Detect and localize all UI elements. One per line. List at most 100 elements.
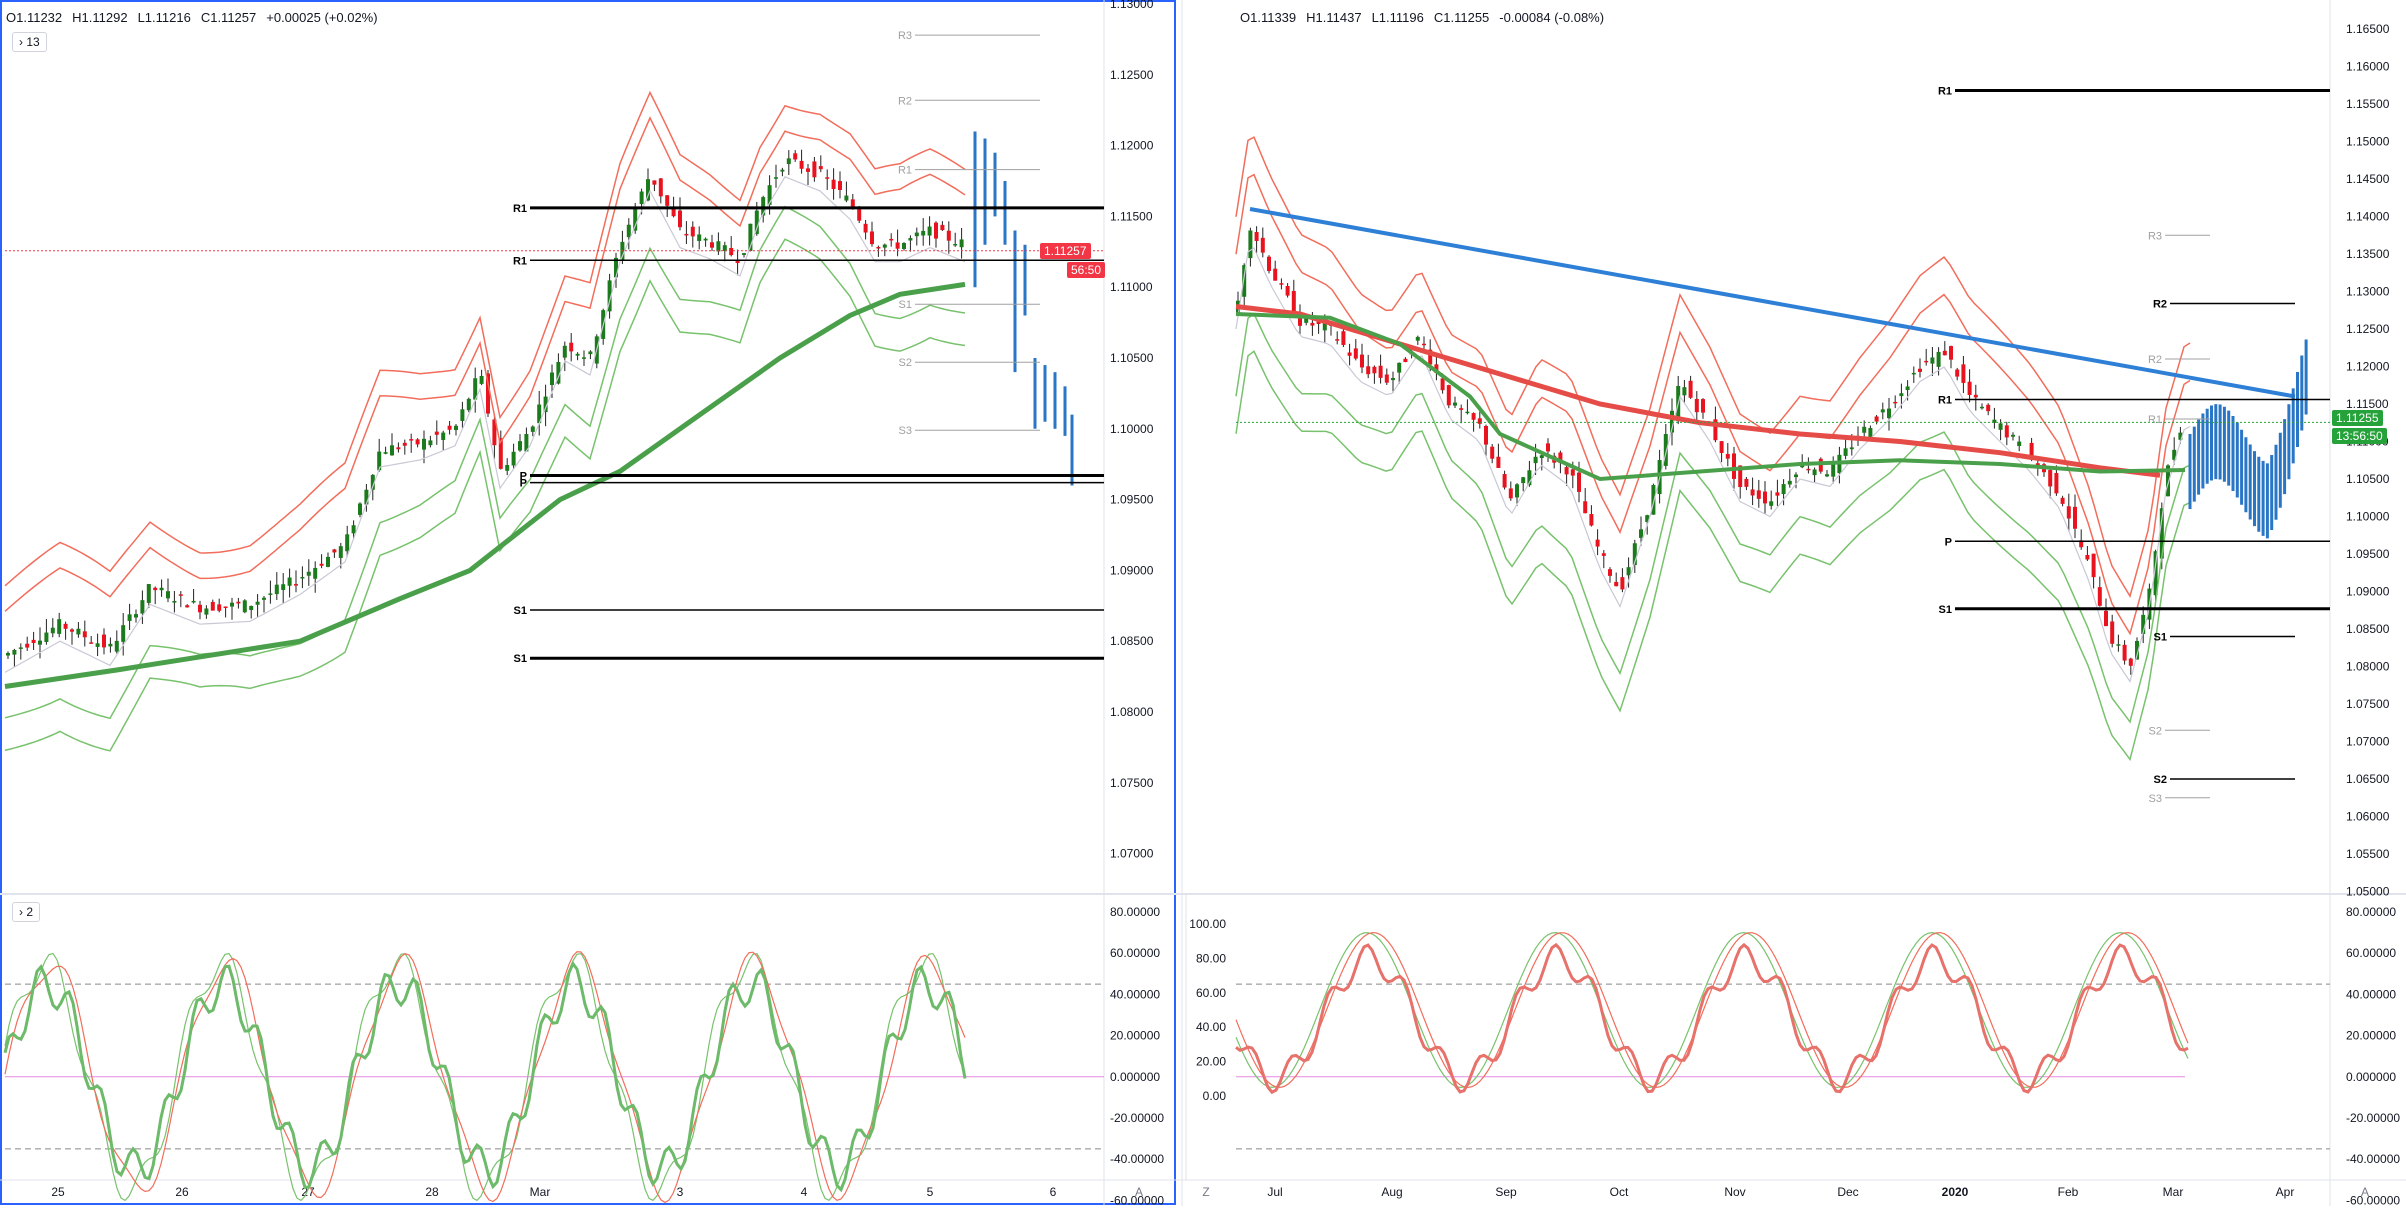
candle-body: [422, 438, 426, 450]
candle-body: [1955, 369, 1960, 377]
left-bar-countdown: 56:50: [1067, 262, 1106, 278]
right-osc-fast-line: [1235, 931, 2189, 1089]
right-osc-right-axis-label: -20.00000: [2346, 1111, 2400, 1125]
candle-body: [1899, 393, 1904, 397]
candle-body: [921, 230, 926, 236]
candle-body: [703, 238, 708, 241]
candle-body: [626, 224, 631, 238]
pivot-label: P: [520, 478, 527, 490]
left-indicators-toggle[interactable]: › 13: [12, 32, 47, 52]
left-price-axis-label: 1.13000: [1110, 0, 1154, 11]
candle-body: [492, 419, 497, 446]
candle-body: [2178, 432, 2183, 440]
candle-body: [332, 549, 337, 553]
candle-body: [25, 643, 30, 648]
chevron-right-icon: ›: [19, 905, 23, 919]
candle-body: [2048, 469, 2053, 487]
left-close-value: C1.11257: [200, 10, 257, 25]
candle-body: [665, 195, 670, 206]
right-lower-band-outer: [1235, 350, 2191, 762]
candle-body: [1260, 237, 1265, 253]
right-price-axis-label: 1.12000: [2346, 360, 2390, 374]
candle-body: [1446, 385, 1451, 406]
pivot-label: P: [520, 471, 527, 483]
candle-body: [1521, 477, 1526, 484]
candle-body: [1273, 268, 1278, 281]
left-price-axis-label: 1.11000: [1110, 280, 1153, 294]
left-upper-band-outer: [4, 90, 966, 587]
candle-body: [524, 434, 529, 452]
candle-body: [262, 597, 266, 600]
right-last-price-tag: 1.11255: [2332, 410, 2383, 426]
left-price-axis-label: 1.07000: [1110, 847, 1154, 861]
candle-body: [479, 375, 484, 384]
candle-body: [2097, 587, 2102, 606]
candle-body: [1583, 501, 1588, 514]
candle-body: [735, 260, 740, 264]
candle-body: [1992, 419, 1997, 423]
candle-body: [281, 584, 286, 591]
candle-body: [2029, 442, 2034, 459]
candle-body: [1651, 485, 1656, 515]
candle-body: [2011, 434, 2015, 437]
candle-body: [364, 489, 369, 505]
candle-body: [63, 623, 68, 629]
right-high-value: H1.11437: [1306, 10, 1362, 25]
candle-body: [76, 628, 81, 635]
candle-body: [454, 425, 458, 431]
candle-body: [1719, 441, 1724, 454]
candle-body: [831, 179, 836, 190]
right-osc-right-axis-label: -60.00000: [2346, 1193, 2400, 1206]
candle-body: [582, 357, 586, 359]
candle-body: [249, 605, 254, 611]
candle-body: [473, 378, 478, 400]
candle-body: [191, 600, 196, 603]
right-zoom-button: Z: [1202, 1185, 1209, 1199]
candle-body: [140, 600, 145, 614]
candle-body: [70, 629, 74, 632]
candle-body: [953, 244, 958, 246]
candle-body: [742, 253, 746, 255]
candle-body: [1725, 453, 1730, 459]
candle-body: [1366, 366, 1371, 375]
pivot-label: R1: [1938, 86, 1952, 98]
candle-body: [1744, 478, 1749, 487]
candle-body: [946, 230, 951, 241]
pivot-label: R2: [898, 95, 912, 107]
candle-body: [863, 223, 868, 233]
candle-body: [678, 210, 682, 228]
candle-body: [447, 425, 452, 430]
candle-body: [1372, 366, 1377, 374]
right-upper-band-inner: [1235, 173, 2191, 636]
left-price-axis-label: 1.10500: [1110, 351, 1154, 365]
left-osc-indicators-toggle[interactable]: › 2: [12, 902, 41, 922]
right-price-axis-label: 1.13000: [2346, 285, 2390, 299]
candle-body: [198, 604, 202, 613]
candle-body: [2110, 621, 2115, 644]
right-time-axis-label: Jul: [1267, 1185, 1282, 1199]
candle-body: [18, 647, 23, 649]
right-osc-right-axis-label: -40.00000: [2346, 1152, 2400, 1166]
candle-body: [1310, 322, 1315, 326]
right-price-axis-label: 1.05000: [2346, 885, 2390, 899]
candle-body: [242, 600, 247, 613]
candle-body: [1967, 381, 1972, 395]
pivot-label: S3: [2149, 793, 2162, 805]
candle-body: [569, 342, 574, 352]
candle-body: [486, 373, 490, 414]
right-time-axis-label: Dec: [1837, 1185, 1858, 1199]
candle-body: [518, 441, 522, 451]
candle-body: [2135, 640, 2139, 660]
candle-body: [1973, 394, 1978, 398]
candle-body: [1360, 354, 1364, 368]
candle-body: [1880, 409, 1885, 413]
candle-body: [1924, 360, 1929, 363]
candle-body: [1422, 343, 1426, 346]
right-osc-left-axis-label: 20.00: [1196, 1055, 1226, 1069]
right-price-axis-label: 1.06500: [2346, 772, 2390, 786]
candle-body: [806, 168, 810, 172]
left-basis-line: [4, 176, 966, 673]
candle-body: [236, 601, 241, 604]
